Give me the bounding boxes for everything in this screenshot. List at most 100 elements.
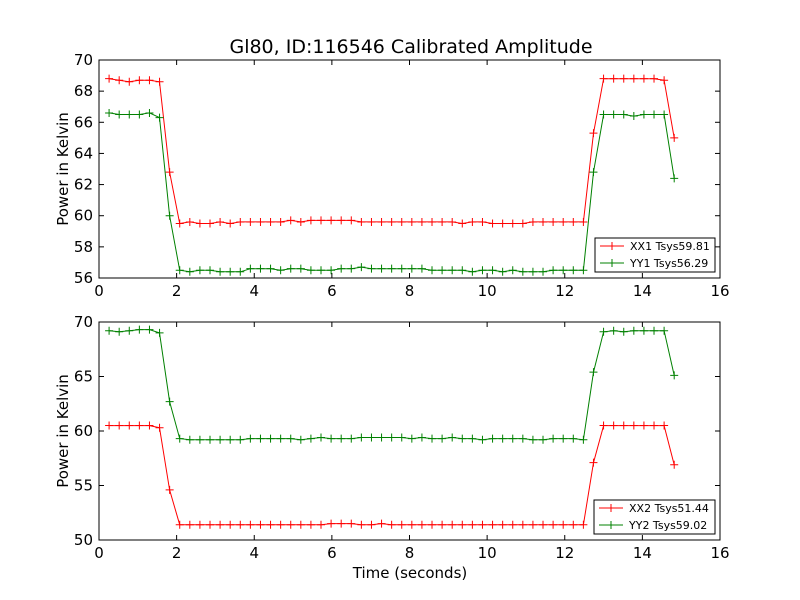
top-series-1-point bbox=[256, 264, 265, 273]
bottom-legend-label-yy2: YY2 Tsys59.02 bbox=[628, 519, 707, 532]
bottom-series-0-point bbox=[216, 520, 225, 529]
top-series-0-point bbox=[125, 77, 134, 86]
bottom-series-1-point bbox=[639, 326, 648, 335]
top-x-tick-label: 16 bbox=[710, 282, 729, 300]
top-series-1-point bbox=[458, 266, 467, 275]
top-series-1-point bbox=[508, 266, 517, 275]
chart-title: Gl80, ID:116546 Calibrated Amplitude bbox=[229, 36, 592, 58]
top-series-0-point bbox=[226, 219, 235, 228]
bottom-x-tick-label: 8 bbox=[405, 544, 415, 562]
bottom-series-1-point bbox=[508, 434, 517, 443]
bottom-series-1-point bbox=[357, 433, 366, 442]
bottom-series-0-point bbox=[286, 520, 295, 529]
bottom-series-1-point bbox=[327, 434, 336, 443]
top-series-0-point bbox=[206, 219, 215, 228]
bottom-series-1-point bbox=[206, 435, 215, 444]
top-series-0-point bbox=[135, 76, 144, 85]
top-series-0-point bbox=[195, 219, 204, 228]
top-plot: Power in Kelvin 0 2 4 6 8 10 12 14 1656586062646… bbox=[54, 51, 730, 300]
top-series-group bbox=[105, 74, 679, 276]
bottom-series-0-point bbox=[569, 520, 578, 529]
bottom-series-0-point bbox=[528, 520, 537, 529]
top-series-1-point bbox=[639, 110, 648, 119]
top-series-1-point bbox=[569, 266, 578, 275]
top-series-0-point bbox=[670, 133, 679, 142]
top-y-tick-label: 64 bbox=[74, 144, 93, 162]
top-series-1-point bbox=[498, 267, 507, 276]
bottom-series-0-point bbox=[175, 520, 184, 529]
top-series-0-point bbox=[387, 217, 396, 226]
bottom-series-0-point bbox=[428, 520, 437, 529]
bottom-series-0-point bbox=[256, 520, 265, 529]
bottom-series-0-point bbox=[397, 520, 406, 529]
top-x-tick-label: 12 bbox=[555, 282, 574, 300]
bottom-series-0-point bbox=[206, 520, 215, 529]
top-series-1-point bbox=[115, 110, 124, 119]
top-series-0-point bbox=[660, 76, 669, 85]
top-series-1-point bbox=[145, 108, 154, 117]
top-series-0-point bbox=[337, 216, 346, 225]
bottom-series-0-point bbox=[367, 520, 376, 529]
bottom-legend-marker-xx2 bbox=[607, 504, 615, 512]
bottom-series-1-point bbox=[498, 434, 507, 443]
bottom-series-0-point bbox=[155, 423, 164, 432]
bottom-series-0-point bbox=[559, 520, 568, 529]
top-series-1-point bbox=[266, 264, 275, 273]
bottom-series-1-point bbox=[448, 433, 457, 442]
bottom-x-tick-label: 6 bbox=[327, 544, 337, 562]
bottom-x-tick-label: 0 bbox=[94, 544, 104, 562]
top-legend-marker-xx1 bbox=[608, 242, 616, 250]
bottom-y-tick-label: 65 bbox=[74, 368, 93, 386]
top-series-0-point bbox=[347, 216, 356, 225]
bottom-series-0-point bbox=[296, 520, 305, 529]
bottom-series-0-point bbox=[609, 421, 618, 430]
top-series-1-point bbox=[599, 110, 608, 119]
top-x-tick-label: 8 bbox=[405, 282, 415, 300]
top-series-1-point bbox=[125, 110, 134, 119]
bottom-series-0-point bbox=[246, 520, 255, 529]
top-series-0-point bbox=[407, 217, 416, 226]
top-series-1-point bbox=[589, 168, 598, 177]
bottom-series-1-point bbox=[105, 326, 114, 335]
bottom-series-1-point bbox=[337, 434, 346, 443]
top-series-0-point bbox=[155, 77, 164, 86]
top-series-1-point bbox=[296, 264, 305, 273]
top-series-1-point bbox=[317, 266, 326, 275]
top-series-0-point bbox=[175, 219, 184, 228]
bottom-series-1-point bbox=[145, 325, 154, 334]
bottom-series-1-point bbox=[468, 434, 477, 443]
top-series-0-point bbox=[236, 217, 245, 226]
top-series-0-point bbox=[115, 76, 124, 85]
bottom-series-1-point bbox=[317, 433, 326, 442]
bottom-series-0-point bbox=[226, 520, 235, 529]
top-x-tick-label: 4 bbox=[249, 282, 259, 300]
bottom-series-1-point bbox=[216, 435, 225, 444]
top-series-0-point bbox=[589, 129, 598, 138]
top-series-1-point bbox=[549, 266, 558, 275]
bottom-series-1-point bbox=[347, 434, 356, 443]
bottom-series-0-point bbox=[488, 520, 497, 529]
bottom-series-0-point bbox=[478, 520, 487, 529]
bottom-series-0-point bbox=[135, 421, 144, 430]
top-y-tick-label: 56 bbox=[74, 269, 93, 287]
bottom-axis-ticks: 0 2 4 6 8 10 12 14 16 50 55 60 65 70 bbox=[74, 313, 730, 562]
top-series-0-point bbox=[599, 74, 608, 83]
bottom-series-0-point bbox=[377, 519, 386, 528]
bottom-series-0-point bbox=[599, 421, 608, 430]
bottom-series-0-point bbox=[387, 520, 396, 529]
top-series-1-point bbox=[539, 267, 548, 276]
top-legend: XX1 Tsys59.81 YY1 Tsys56.29 bbox=[594, 237, 716, 273]
top-series-0-point bbox=[508, 219, 517, 228]
bottom-series-0-point bbox=[498, 520, 507, 529]
bottom-series-1-point bbox=[246, 434, 255, 443]
top-series-1-point bbox=[347, 264, 356, 273]
top-legend-marker-yy1 bbox=[608, 259, 616, 267]
top-series-0-point bbox=[650, 74, 659, 83]
bottom-series-1-point bbox=[195, 435, 204, 444]
top-series-0-point bbox=[165, 168, 174, 177]
bottom-x-tick-label: 10 bbox=[478, 544, 497, 562]
top-series-1-point bbox=[417, 264, 426, 273]
top-series-0-point bbox=[296, 217, 305, 226]
bottom-series-0-point bbox=[407, 520, 416, 529]
bottom-series-1-point bbox=[276, 434, 285, 443]
